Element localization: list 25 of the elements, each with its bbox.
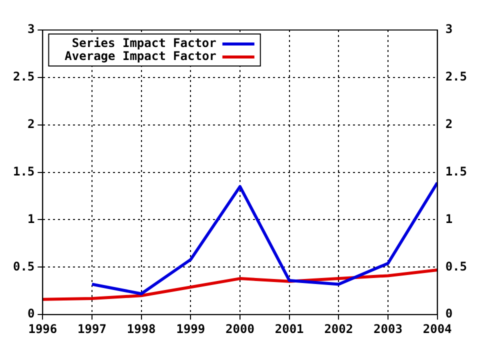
y-tick-label: 3: [27, 22, 35, 36]
y-tick-label: 1: [27, 212, 35, 226]
x-tick-label: 2002: [324, 322, 354, 336]
x-tick-label: 1998: [126, 322, 156, 336]
y-tick-label: 2: [27, 116, 35, 131]
x-tick-label: 2000: [226, 322, 254, 336]
x-tick-label: 2003: [374, 322, 402, 336]
y-tick-label: 0: [27, 306, 35, 321]
x-tick-label: 1996: [28, 322, 58, 336]
y-tick-label: 0.5: [12, 259, 35, 274]
y2-tick-label: 2.5: [445, 70, 468, 84]
y2-tick-label: 1: [445, 212, 453, 226]
y-tick-label: 1.5: [12, 164, 35, 178]
y-tick-label: 2.5: [12, 70, 35, 84]
x-tick-label: 2001: [274, 322, 304, 336]
legend-label: Average Impact Factor: [64, 49, 216, 64]
y2-tick-label: 1.5: [445, 164, 468, 178]
x-tick-label: 1997: [78, 322, 106, 336]
y2-tick-label: 0.5: [445, 259, 468, 274]
y2-tick-label: 0: [445, 306, 453, 321]
x-tick-label: 1999: [176, 322, 206, 336]
x-tick-label: 2004: [422, 322, 452, 336]
y2-tick-label: 3: [445, 22, 453, 36]
y2-tick-label: 2: [445, 116, 453, 131]
legend-label: Series Impact Factor: [72, 36, 216, 50]
